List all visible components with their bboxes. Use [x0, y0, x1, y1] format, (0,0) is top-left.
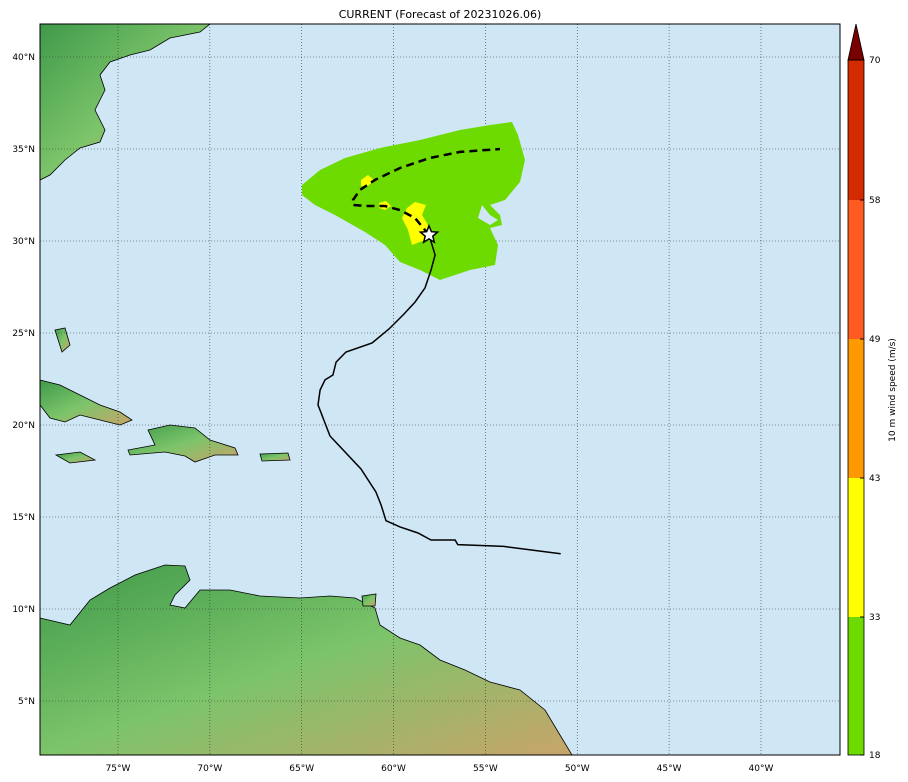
colorbar-extend-arrow	[847, 23, 865, 61]
swath-hole	[478, 205, 498, 225]
lat-tick-label: 15°N	[12, 513, 35, 523]
colorbar: 18 33 43 49 58 70	[847, 23, 881, 761]
lat-tick-label: 30°N	[12, 237, 35, 247]
lat-tick-label: 10°N	[12, 605, 35, 615]
north-america-coast	[40, 24, 211, 181]
current-position-star-icon	[418, 223, 440, 244]
lat-tick-label: 35°N	[12, 145, 35, 155]
axis-ticks: 75°W 70°W 65°W 60°W 55°W 50°W 45°W 40°W 5°N 10°N 1…	[12, 53, 773, 774]
cuba	[40, 379, 133, 426]
swath-18-33	[302, 122, 525, 280]
forecast-track	[351, 147, 500, 236]
land	[40, 24, 573, 755]
colorbar-segment	[848, 339, 864, 478]
colorbar-frame	[847, 59, 865, 756]
lon-tick-label: 55°W	[473, 764, 498, 774]
swath-33-43	[402, 202, 428, 245]
lon-tick-label: 45°W	[657, 764, 682, 774]
lon-tick-label: 65°W	[289, 764, 314, 774]
lat-tick-label: 40°N	[12, 53, 35, 63]
colorbar-tick-label: 49	[869, 335, 881, 345]
trinidad	[361, 593, 377, 607]
andros	[54, 327, 71, 353]
hispaniola	[127, 424, 239, 463]
colorbar-tick-label: 70	[869, 56, 881, 66]
colorbar-segment	[848, 478, 864, 617]
lat-tick-label: 5°N	[18, 697, 35, 707]
jamaica	[54, 451, 97, 464]
lon-tick-label: 70°W	[197, 764, 222, 774]
colorbar-segment	[848, 200, 864, 339]
swath-33-43	[361, 175, 374, 186]
map-frame	[39, 23, 841, 756]
figure-title: CURRENT (Forecast of 20231026.06)	[338, 8, 542, 21]
puerto-rico	[259, 452, 291, 462]
south-america	[40, 564, 573, 755]
lon-tick-label: 75°W	[106, 764, 131, 774]
lat-tick-label: 25°N	[12, 329, 35, 339]
lon-tick-label: 60°W	[381, 764, 406, 774]
lat-tick-label: 20°N	[12, 421, 35, 431]
observed-track	[317, 234, 561, 555]
lon-tick-label: 40°W	[749, 764, 774, 774]
wind-swath	[302, 122, 525, 280]
colorbar-tick-label: 58	[869, 196, 881, 206]
colorbar-segment	[848, 60, 864, 200]
lon-tick-label: 50°W	[565, 764, 590, 774]
colorbar-segment	[848, 617, 864, 755]
colorbar-tick-label: 33	[869, 613, 880, 623]
colorbar-tick-label: 43	[869, 474, 880, 484]
colorbar-label: 10 m wind speed (m/s)	[888, 338, 898, 442]
colorbar-tick-label: 18	[869, 751, 881, 761]
